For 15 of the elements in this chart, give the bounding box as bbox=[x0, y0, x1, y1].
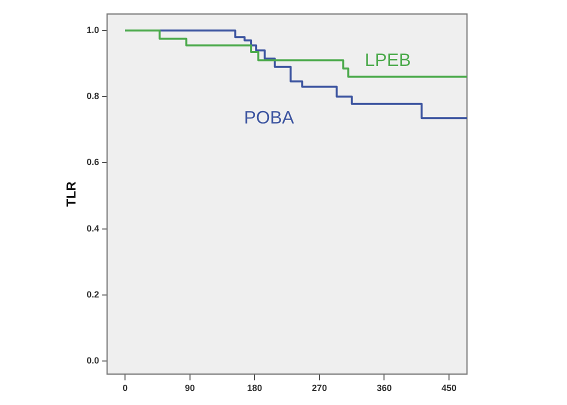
x-tick-label: 180 bbox=[247, 383, 262, 394]
x-tick-label: 270 bbox=[312, 383, 327, 394]
series-label: LPEB bbox=[364, 50, 411, 70]
y-axis-title: TLR bbox=[63, 180, 78, 207]
x-tick-label: 360 bbox=[376, 383, 392, 394]
x-tick-label: 90 bbox=[184, 383, 195, 394]
x-tick-label: 0 bbox=[122, 383, 128, 394]
x-tick-label: 450 bbox=[441, 383, 457, 394]
series-label: POBA bbox=[244, 107, 294, 128]
y-tick-label: 0.2 bbox=[86, 289, 100, 300]
y-tick-label: 1.0 bbox=[86, 25, 100, 36]
y-tick-label: 0.4 bbox=[86, 223, 100, 234]
y-tick-label: 0.6 bbox=[86, 157, 100, 168]
y-tick-label: 0.8 bbox=[86, 91, 100, 102]
y-tick-label: 0.0 bbox=[86, 355, 100, 366]
